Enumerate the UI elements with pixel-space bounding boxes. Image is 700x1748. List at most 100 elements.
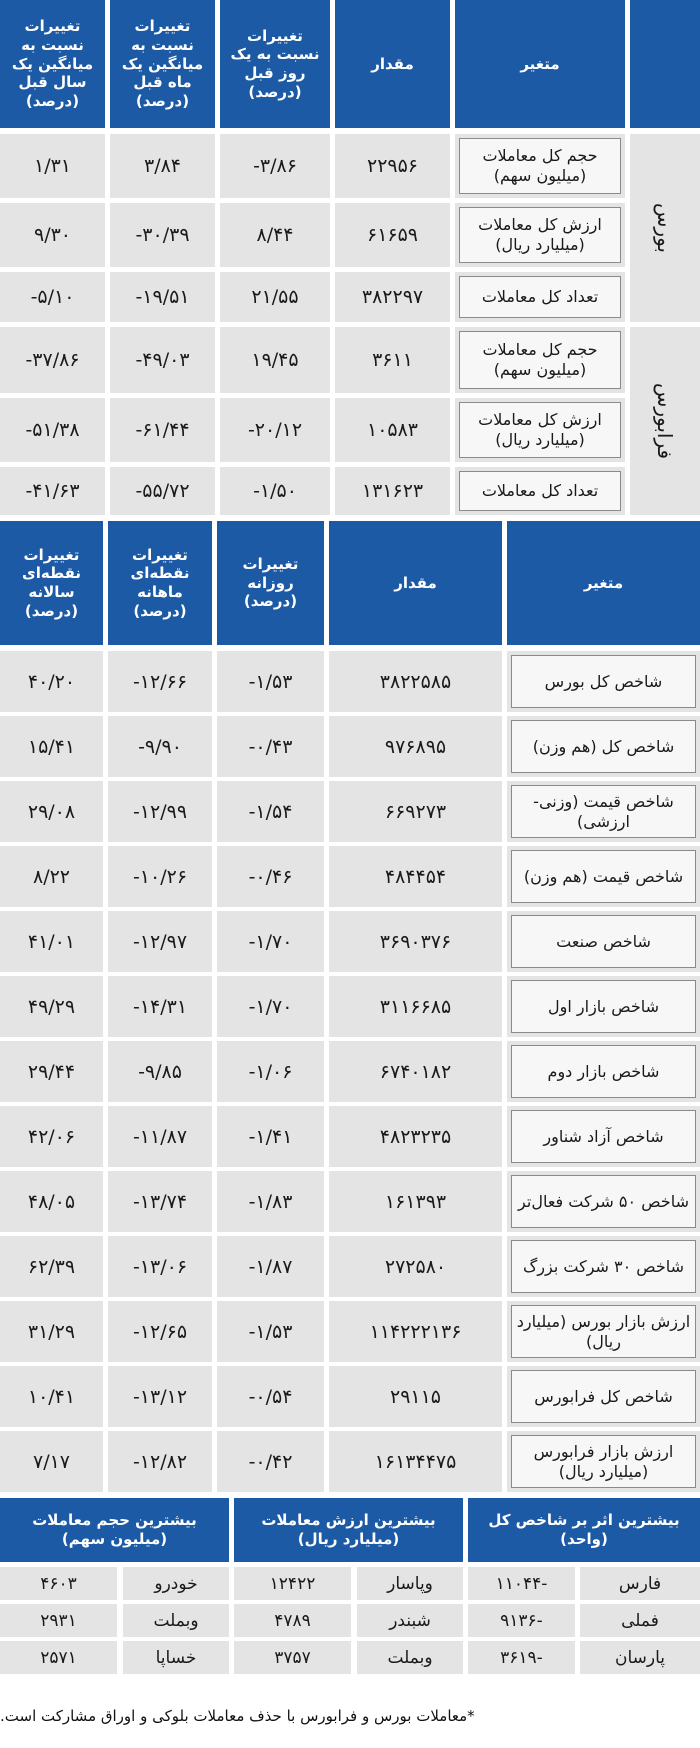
value-cell-text: ۳۸۲۲۹۷ <box>361 286 424 308</box>
variable-cell: شاخص قیمت (هم وزن) <box>507 846 700 907</box>
variable-cell: حجم کل معاملات (میلیون سهم) <box>455 327 625 393</box>
value-cell-text: -۳۰/۳۹ <box>135 224 190 246</box>
value-cell: ۴۹/۲۹ <box>0 976 103 1037</box>
value-cell: -۵/۱۰ <box>0 272 105 322</box>
value-cell: ۶۷۴۰۱۸۲ <box>329 1041 502 1102</box>
value-cell-text: ۳۸۲۲۵۸۵ <box>379 670 452 693</box>
variable-cell: ارزش بازار فرابورس (میلیارد ریال) <box>507 1431 700 1492</box>
value-cell-text: -۱۳/۷۴ <box>132 1190 188 1213</box>
value-cell: ۴۸/۰۵ <box>0 1171 103 1232</box>
value-cell-text: -۱۲/۶۵ <box>132 1320 188 1343</box>
column-header: بیشترین حجم معاملات (میلیون سهم) <box>0 1498 229 1562</box>
value-cell-text: ۶۷۴۰۱۸۲ <box>379 1060 452 1083</box>
value-cell: -۱۹/۵۱ <box>110 272 215 322</box>
value-cell-text: -۰/۴۶ <box>248 865 293 888</box>
value-cell: -۰/۴۳ <box>217 716 324 777</box>
variable-cell: شاخص آزاد شناور <box>507 1106 700 1167</box>
value-cell-text: ۱۶۱۳۴۴۷۵ <box>374 1450 457 1473</box>
value-cell-text: -۴۹/۰۳ <box>135 349 190 371</box>
value-cell: ۱۵/۴۱ <box>0 716 103 777</box>
value-cell-text: ۴۸/۰۵ <box>27 1190 76 1213</box>
column-header: بیشترین ارزش معاملات (میلیارد ریال) <box>234 1498 463 1562</box>
value-cell: ۱۰/۴۱ <box>0 1366 103 1427</box>
value-cell-text: -۰/۴۳ <box>248 735 293 758</box>
symbol-cell: پارسان <box>580 1641 700 1674</box>
variable-cell-text: ارزش بازار بورس (میلیارد ریال) <box>511 1305 696 1358</box>
value-cell: -۱۱/۸۷ <box>108 1106 212 1167</box>
value-cell-text: -۳/۸۶ <box>253 155 297 177</box>
value-cell-text: -۱۲/۶۶ <box>132 670 188 693</box>
value-cell: -۰/۴۶ <box>217 846 324 907</box>
symbol-cell: وبملت <box>357 1641 463 1674</box>
value-cell-text: -۹/۸۵ <box>138 1060 182 1083</box>
value-cell: -۱/۷۰ <box>217 911 324 972</box>
value-cell: -۴۹/۰۳ <box>110 327 215 393</box>
value-cell-text: -۱۹/۵۱ <box>135 286 190 308</box>
symbol-cell-text: خساپا <box>155 1647 197 1668</box>
value-cell: -۱۲/۹۹ <box>108 781 212 842</box>
value-cell-text: ۱۹/۴۵ <box>251 349 299 371</box>
value-cell-text: ۶۱۶۵۹ <box>366 224 419 246</box>
value-cell: -۱۴/۳۱ <box>108 976 212 1037</box>
value-cell: -۱۰/۲۶ <box>108 846 212 907</box>
variable-cell: تعداد کل معاملات <box>455 272 625 322</box>
symbol-cell: وپاسار <box>357 1567 463 1600</box>
value-cell: -۴۱/۶۳ <box>0 467 105 515</box>
value-cell: ۱۳۱۶۲۳ <box>335 467 450 515</box>
symbol-cell: فارس <box>580 1567 700 1600</box>
column-header: تغییرات نسبت به میانگین یک ماه قبل (درصد… <box>110 0 215 128</box>
value-cell: -۱۳/۱۲ <box>108 1366 212 1427</box>
value-cell: -۱/۵۳ <box>217 651 324 712</box>
value-cell-text: ۱۰۵۸۳ <box>366 419 419 441</box>
column-header: مقدار <box>335 0 450 128</box>
symbol-cell-text: پارسان <box>614 1647 666 1668</box>
value-cell: ۳۶۱۱ <box>335 327 450 393</box>
variable-cell: شاخص کل فرابورس <box>507 1366 700 1427</box>
value-cell: ۹۷۶۸۹۵ <box>329 716 502 777</box>
footnote: *معاملات بورس و فرابورس با حذف معاملات ب… <box>0 1707 475 1725</box>
value-cell: -۱۲/۶۵ <box>108 1301 212 1362</box>
value-cell-text: ۱۵/۴۱ <box>27 735 76 758</box>
variable-cell-text: شاخص کل فرابورس <box>511 1370 696 1423</box>
value-cell: -۹/۹۰ <box>108 716 212 777</box>
column-header: تغییرات نقطه‌ای سالانه (درصد) <box>0 521 103 645</box>
value-cell: -۱۲/۸۲ <box>108 1431 212 1492</box>
value-cell: ۴۶۰۳ <box>0 1567 117 1600</box>
column-header: تغییرات نقطه‌ای ماهانه (درصد) <box>108 521 212 645</box>
value-cell: -۰/۴۲ <box>217 1431 324 1492</box>
value-cell-text: ۸/۲۲ <box>32 865 71 888</box>
value-cell-text: ۶۶۹۲۷۳ <box>384 800 447 823</box>
variable-cell-text: حجم کل معاملات (میلیون سهم) <box>459 138 621 194</box>
value-cell-text: -۱۴/۳۱ <box>132 995 188 1018</box>
group-label: فرابورس <box>630 327 700 515</box>
value-cell-text: ۱۲۴۲۲ <box>269 1573 316 1594</box>
value-cell: ۳۶۱۹- <box>468 1641 575 1674</box>
value-cell: ۱۱۰۴۴- <box>468 1567 575 1600</box>
value-cell: -۳۰/۳۹ <box>110 203 215 267</box>
value-cell-text: ۱۶۱۳۹۳ <box>384 1190 447 1213</box>
value-cell: ۲۲۹۵۶ <box>335 134 450 198</box>
value-cell: ۸/۲۲ <box>0 846 103 907</box>
value-cell: ۳۸۲۲۵۸۵ <box>329 651 502 712</box>
value-cell-text: ۹۱۳۶- <box>500 1610 543 1631</box>
value-cell: ۲۹۱۱۵ <box>329 1366 502 1427</box>
symbol-cell: خودرو <box>123 1567 229 1600</box>
value-cell: ۴۸۴۴۵۴ <box>329 846 502 907</box>
value-cell-text: -۲۰/۱۲ <box>247 419 303 441</box>
variable-cell: حجم کل معاملات (میلیون سهم) <box>455 134 625 198</box>
variable-cell-text: ارزش کل معاملات (میلیارد ریال) <box>459 402 621 458</box>
value-cell-text: -۱/۵۳ <box>248 1320 293 1343</box>
symbol-cell-text: وبملت <box>387 1647 433 1668</box>
value-cell: ۲۹/۴۴ <box>0 1041 103 1102</box>
symbol-cell-text: فارس <box>618 1573 662 1594</box>
variable-cell-text: شاخص کل (هم وزن) <box>511 720 696 773</box>
value-cell-text: ۲۹/۴۴ <box>27 1060 76 1083</box>
value-cell-text: ۳۶۱۹- <box>500 1647 543 1668</box>
value-cell: ۲۱/۵۵ <box>220 272 330 322</box>
symbol-cell-text: خودرو <box>154 1573 198 1594</box>
variable-cell-text: شاخص کل بورس <box>511 655 696 708</box>
variable-cell: ارزش کل معاملات (میلیارد ریال) <box>455 203 625 267</box>
value-cell: -۹/۸۵ <box>108 1041 212 1102</box>
value-cell-text: ۲۹۳۱ <box>40 1610 77 1631</box>
value-cell: -۱/۷۰ <box>217 976 324 1037</box>
